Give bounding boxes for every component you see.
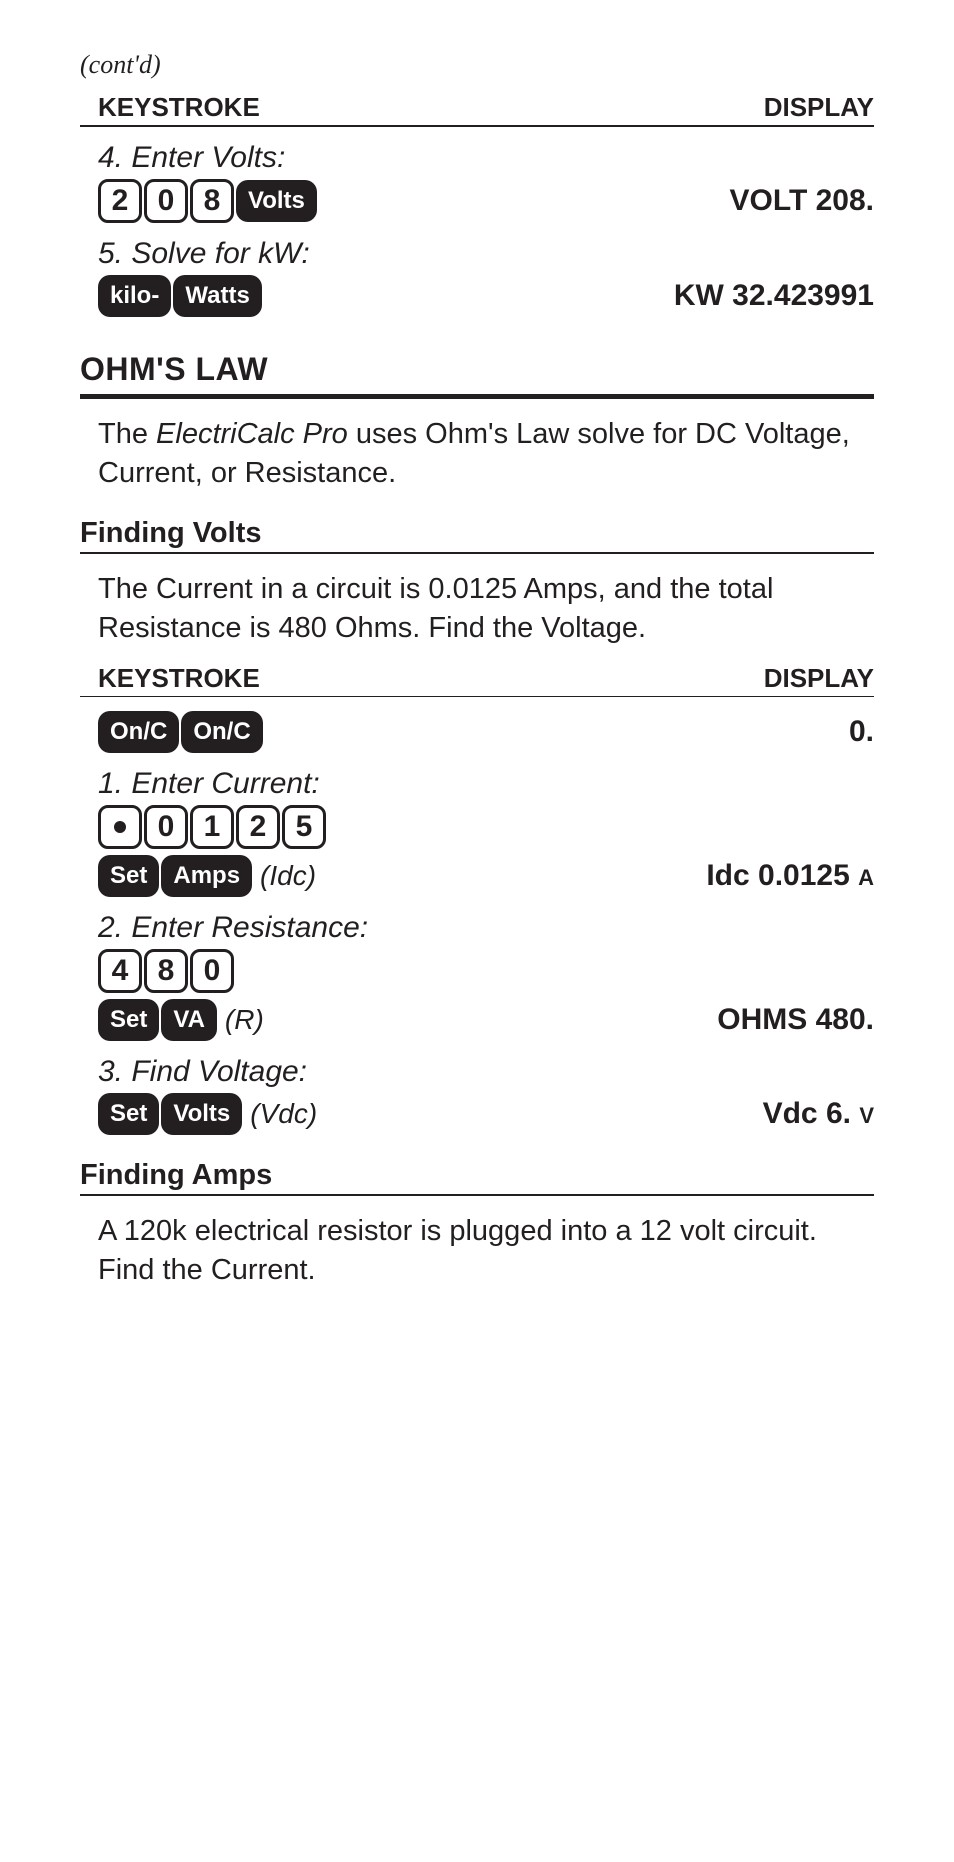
fv-step-1-digits: 0 1 2 5 bbox=[98, 805, 874, 849]
kilo-key: kilo- bbox=[98, 275, 171, 317]
reset-display: 0. bbox=[849, 715, 874, 749]
header-keystroke: KEYSTROKE bbox=[98, 663, 260, 694]
digit-key: 8 bbox=[190, 179, 234, 223]
fv-step-3-display: Vdc 6. V bbox=[763, 1097, 874, 1131]
fv-step-2-fn: Set VA (R) bbox=[98, 999, 264, 1041]
digit-key: 0 bbox=[190, 949, 234, 993]
fv-step-3-label: 3. Find Voltage: bbox=[98, 1055, 874, 1089]
set-key: Set bbox=[98, 999, 159, 1041]
onc-key: On/C bbox=[98, 711, 179, 753]
digit-key: 0 bbox=[144, 805, 188, 849]
step-5-keys: kilo- Watts bbox=[98, 275, 262, 317]
digit-key: 8 bbox=[144, 949, 188, 993]
volts-key: Volts bbox=[236, 180, 317, 222]
step-4-label: 4. Enter Volts: bbox=[98, 141, 874, 175]
ohms-intro: The ElectriCalc Pro uses Ohm's Law solve… bbox=[80, 399, 874, 507]
dot-key bbox=[98, 805, 142, 849]
fv-step-1-fn: Set Amps (Idc) bbox=[98, 855, 316, 897]
step-4-display: VOLT 208. bbox=[730, 184, 875, 218]
digit-key: 4 bbox=[98, 949, 142, 993]
amps-key: Amps bbox=[161, 855, 252, 897]
digit-key: 5 bbox=[282, 805, 326, 849]
set-key: Set bbox=[98, 1093, 159, 1135]
finding-amps-intro: A 120k electrical resistor is plugged in… bbox=[80, 1196, 874, 1304]
step-5: 5. Solve for kW: kilo- Watts KW 32.42399… bbox=[80, 237, 874, 317]
finding-volts-intro: The Current in a circuit is 0.0125 Amps,… bbox=[80, 554, 874, 662]
reset-row: On/C On/C 0. bbox=[80, 711, 874, 753]
set-key: Set bbox=[98, 855, 159, 897]
digit-key: 2 bbox=[236, 805, 280, 849]
fv-step-2-digits: 4 8 0 bbox=[98, 949, 874, 993]
fv-step-2: 2. Enter Resistance: 4 8 0 Set VA (R) OH… bbox=[80, 911, 874, 1041]
idc-note: (Idc) bbox=[260, 860, 316, 892]
digit-key: 0 bbox=[144, 179, 188, 223]
fv-step-3: 3. Find Voltage: Set Volts (Vdc) Vdc 6. … bbox=[80, 1055, 874, 1135]
va-key: VA bbox=[161, 999, 217, 1041]
reset-keys: On/C On/C bbox=[98, 711, 263, 753]
keystroke-display-header-2: KEYSTROKE DISPLAY bbox=[80, 663, 874, 697]
fv-step-1-display: Idc 0.0125 A bbox=[706, 859, 874, 893]
fv-step-3-fn: Set Volts (Vdc) bbox=[98, 1093, 317, 1135]
header-keystroke: KEYSTROKE bbox=[98, 92, 260, 123]
fv-step-1-label: 1. Enter Current: bbox=[98, 767, 874, 801]
onc-key: On/C bbox=[181, 711, 262, 753]
ohms-law-heading: OHM'S LAW bbox=[80, 351, 874, 399]
digit-key: 1 bbox=[190, 805, 234, 849]
r-note: (R) bbox=[225, 1004, 264, 1036]
vdc-note: (Vdc) bbox=[250, 1098, 317, 1130]
header-display: DISPLAY bbox=[764, 92, 874, 123]
header-display: DISPLAY bbox=[764, 663, 874, 694]
volts-key: Volts bbox=[161, 1093, 242, 1135]
step-4: 4. Enter Volts: 2 0 8 Volts VOLT 208. bbox=[80, 141, 874, 223]
digit-key: 2 bbox=[98, 179, 142, 223]
watts-key: Watts bbox=[173, 275, 261, 317]
fv-step-1: 1. Enter Current: 0 1 2 5 Set Amps (Idc)… bbox=[80, 767, 874, 897]
finding-volts-heading: Finding Volts bbox=[80, 517, 874, 554]
fv-step-2-label: 2. Enter Resistance: bbox=[98, 911, 874, 945]
contd-label: (cont'd) bbox=[80, 50, 874, 80]
step-5-label: 5. Solve for kW: bbox=[98, 237, 874, 271]
step-5-display: KW 32.423991 bbox=[674, 279, 874, 313]
keystroke-display-header: KEYSTROKE DISPLAY bbox=[80, 92, 874, 127]
fv-step-2-display: OHMS 480. bbox=[717, 1003, 874, 1037]
finding-amps-heading: Finding Amps bbox=[80, 1159, 874, 1196]
step-4-keys: 2 0 8 Volts bbox=[98, 179, 317, 223]
